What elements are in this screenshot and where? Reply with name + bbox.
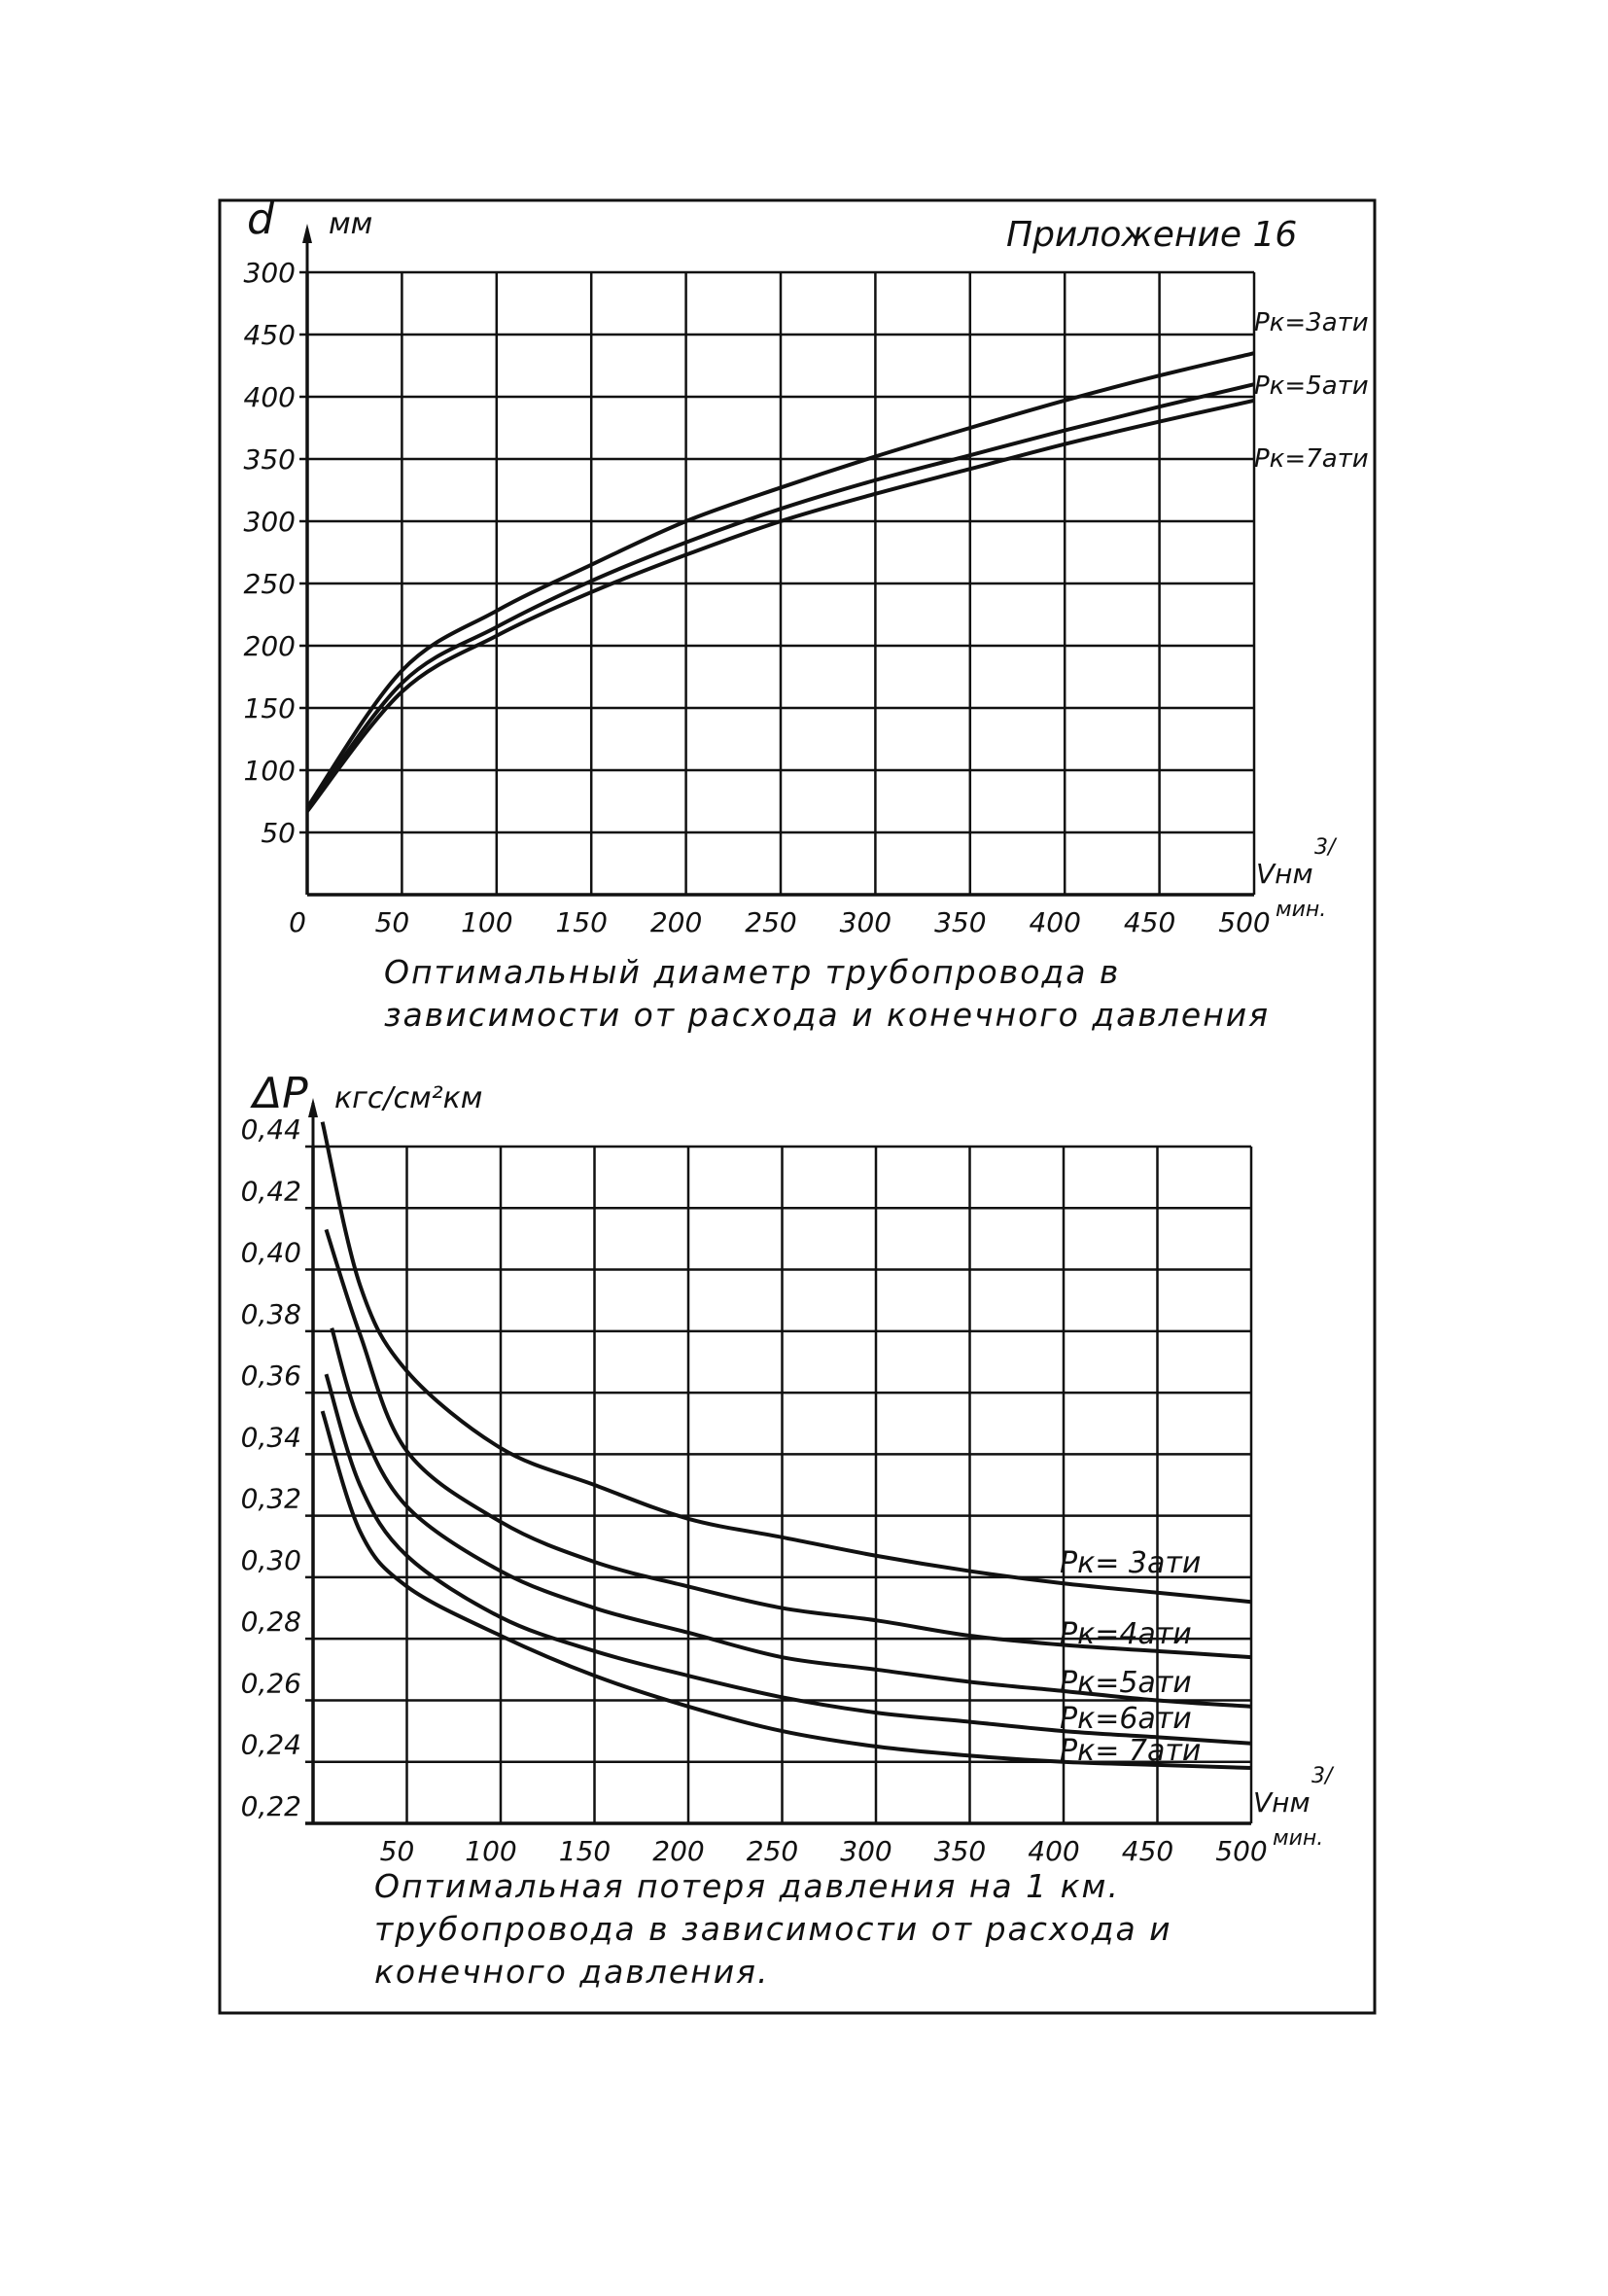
x-tick-label: 50 <box>375 906 410 938</box>
x-tick-label: 500 <box>1215 1835 1267 1867</box>
x-tick-label: 150 <box>559 1835 611 1867</box>
y-axis-arrow-icon <box>308 1098 318 1117</box>
y-axis-label: d <box>247 194 275 244</box>
series-label: Pк= 7ати <box>1060 1734 1201 1768</box>
x-axis-label: Vнм <box>1253 1786 1311 1819</box>
series-line <box>305 382 1255 812</box>
y-axis-label: ΔP <box>250 1069 308 1118</box>
x-tick-label: 400 <box>1028 1835 1079 1867</box>
series-label: Pк=5ати <box>1254 371 1369 401</box>
x-tick-label: 400 <box>1029 906 1080 938</box>
x-tick-label: 250 <box>745 906 796 938</box>
series-label: Pк=4ати <box>1060 1617 1192 1651</box>
y-tick-label: 0,28 <box>241 1606 301 1638</box>
series-line <box>320 1121 1252 1605</box>
appendix-label: Приложение 16 <box>1006 215 1297 255</box>
y-tick-label: 200 <box>244 630 296 662</box>
series-line <box>320 1410 1252 1771</box>
pressure-loss-chart-caption: Оптимальная потеря давления на 1 км. тру… <box>374 1867 1172 1991</box>
x-tick-label: 100 <box>465 1835 516 1867</box>
x-axis-label-superscript: 3/ <box>1311 1764 1335 1788</box>
y-tick-label: 0,30 <box>241 1544 301 1576</box>
y-tick-label: 0,44 <box>241 1113 301 1146</box>
series-label: Pк=3ати <box>1254 308 1369 337</box>
x-axis-label-superscript: 3/ <box>1314 835 1338 860</box>
x-tick-label: 200 <box>650 906 702 938</box>
x-tick-label: 250 <box>747 1835 798 1867</box>
y-tick-label: 0,38 <box>241 1298 301 1330</box>
x-tick-label: 0 <box>289 906 306 938</box>
y-axis-unit: кгс/см²км <box>334 1081 482 1115</box>
x-tick-label: 450 <box>1124 906 1175 938</box>
series-line <box>324 1373 1252 1746</box>
y-tick-label: 350 <box>244 443 296 476</box>
series-line <box>330 1327 1252 1709</box>
page-frame <box>218 198 1377 2015</box>
x-tick-label: 450 <box>1122 1835 1173 1867</box>
series-label: Pк=7ати <box>1254 444 1369 474</box>
x-tick-label: 150 <box>555 906 607 938</box>
x-tick-label: 500 <box>1218 906 1270 938</box>
x-axis-unit: мин. <box>1273 1826 1323 1851</box>
x-tick-label: 300 <box>840 906 891 938</box>
y-tick-label: 0,26 <box>241 1667 301 1699</box>
y-tick-label: 0,24 <box>241 1729 301 1761</box>
x-tick-label: 200 <box>652 1835 704 1867</box>
y-tick-label: 300 <box>244 257 296 289</box>
series-line <box>305 398 1255 813</box>
diameter-chart: 300 450 400 350 300 250 200 150 100 50 d мм 0 50 100 15… <box>244 194 1369 938</box>
y-tick-label: 400 <box>244 381 296 413</box>
y-tick-label: 100 <box>244 755 296 787</box>
y-tick-label: 0,40 <box>241 1237 301 1269</box>
y-tick-label: 250 <box>244 568 296 600</box>
y-tick-label: 0,22 <box>241 1790 301 1822</box>
series-line <box>305 351 1255 809</box>
y-tick-label: 150 <box>244 692 296 724</box>
x-tick-label: 350 <box>934 906 986 938</box>
series-label: Pк= 3ати <box>1060 1546 1201 1580</box>
y-tick-label: 450 <box>244 319 296 351</box>
x-tick-label: 100 <box>461 906 512 938</box>
x-tick-label: 50 <box>380 1835 415 1867</box>
x-axis-label: Vнм <box>1256 858 1313 890</box>
y-tick-label: 0,42 <box>241 1175 301 1207</box>
series-label: Pк=6ати <box>1060 1702 1192 1736</box>
y-tick-label: 50 <box>261 817 296 849</box>
diameter-chart-caption: Оптимальный диаметр трубопровода в завис… <box>384 953 1271 1034</box>
x-tick-label: 300 <box>840 1835 891 1867</box>
series-line <box>324 1228 1252 1660</box>
y-tick-label: 0,32 <box>241 1483 301 1515</box>
y-axis-unit: мм <box>329 207 372 241</box>
pressure-loss-chart: 0,44 0,42 0,40 0,38 0,36 0,34 0,32 0,30 0,28 0,26… <box>241 1069 1335 1867</box>
y-tick-label: 0,34 <box>241 1421 301 1453</box>
y-axis-arrow-icon <box>302 224 312 243</box>
x-tick-label: 350 <box>934 1835 986 1867</box>
y-tick-label: 0,36 <box>241 1360 301 1392</box>
series-label: Pк=5ати <box>1060 1666 1192 1700</box>
x-axis-unit: мин. <box>1276 898 1326 922</box>
y-tick-label: 300 <box>244 506 296 538</box>
